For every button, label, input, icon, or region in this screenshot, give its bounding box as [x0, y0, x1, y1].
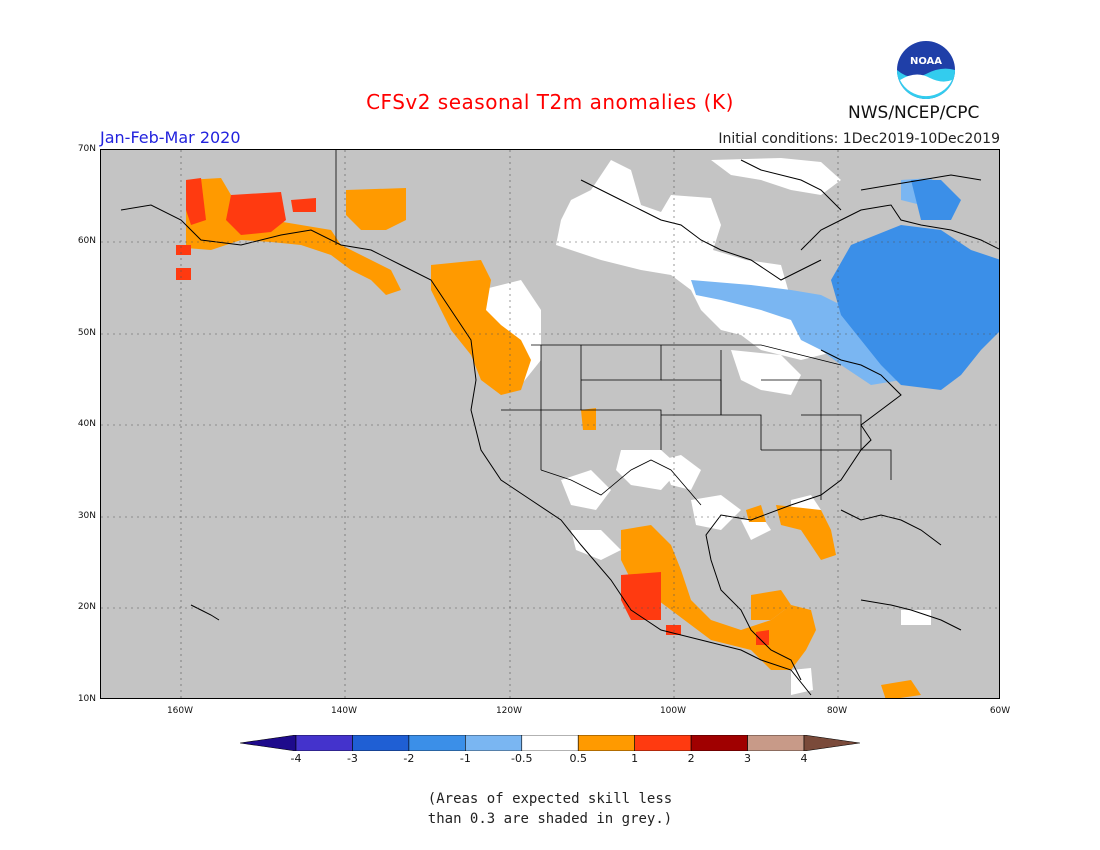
colorbar-swatch-max — [803, 735, 860, 751]
lat-label-40n: 40N — [77, 419, 96, 429]
near-normal-regions — [481, 158, 931, 695]
colorbar-swatch — [747, 735, 805, 751]
colorbar-label: 2 — [687, 752, 695, 765]
colorbar-label: -2 — [403, 752, 415, 765]
colorbar-swatch — [577, 735, 635, 751]
colorbar-swatch — [634, 735, 692, 751]
anomaly-map — [101, 150, 999, 698]
lat-label-70n: 70N — [77, 144, 96, 154]
lon-label-160w: 160W — [166, 706, 194, 716]
colorbar-swatch — [295, 735, 353, 751]
skill-note-line2: than 0.3 are shaded in grey.) — [427, 811, 673, 827]
colorbar-swatch-min — [240, 735, 297, 751]
colorbar-label: -3 — [346, 752, 358, 765]
agency-label: NWS/NCEP/CPC — [848, 103, 980, 123]
skill-note-line1: (Areas of expected skill less — [427, 791, 673, 807]
colorbar-swatch — [690, 735, 748, 751]
colorbar — [240, 735, 860, 751]
lon-label-140w: 140W — [330, 706, 358, 716]
cold-anomaly-regions — [691, 178, 999, 390]
noaa-logo: NOAA — [897, 41, 955, 99]
noaa-logo-text: NOAA — [910, 56, 942, 67]
colorbar-swatch — [465, 735, 523, 751]
map-title: CFSv2 seasonal T2m anomalies (K) — [366, 90, 734, 114]
lon-label-120w: 120W — [495, 706, 523, 716]
colorbar-label: -0.5 — [511, 752, 533, 765]
colorbar-label: 1 — [631, 752, 639, 765]
lat-label-50n: 50N — [77, 328, 96, 338]
lat-label-20n: 20N — [77, 602, 96, 612]
lat-label-10n: 10N — [77, 694, 96, 704]
initial-conditions: Initial conditions: 1Dec2019-10Dec2019 — [718, 131, 1000, 147]
lon-label-100w: 100W — [659, 706, 687, 716]
lat-label-30n: 30N — [77, 511, 96, 521]
lon-label-80w: 80W — [826, 706, 848, 716]
coastlines — [120, 159, 999, 696]
colorbar-label: -1 — [459, 752, 471, 765]
colorbar-label: 4 — [800, 752, 808, 765]
colorbar-label: -4 — [290, 752, 302, 765]
graticule — [101, 150, 999, 698]
colorbar-label: 0.5 — [569, 752, 587, 765]
colorbar-swatch — [521, 735, 579, 751]
political-borders — [335, 150, 892, 506]
lon-label-60w: 60W — [989, 706, 1011, 716]
map-panel — [100, 149, 1000, 699]
warm-anomaly-regions — [176, 178, 921, 698]
lat-label-60n: 60N — [77, 236, 96, 246]
colorbar-swatch — [352, 735, 410, 751]
colorbar-label: 3 — [744, 752, 752, 765]
forecast-period: Jan-Feb-Mar 2020 — [100, 128, 241, 147]
colorbar-swatch — [408, 735, 466, 751]
